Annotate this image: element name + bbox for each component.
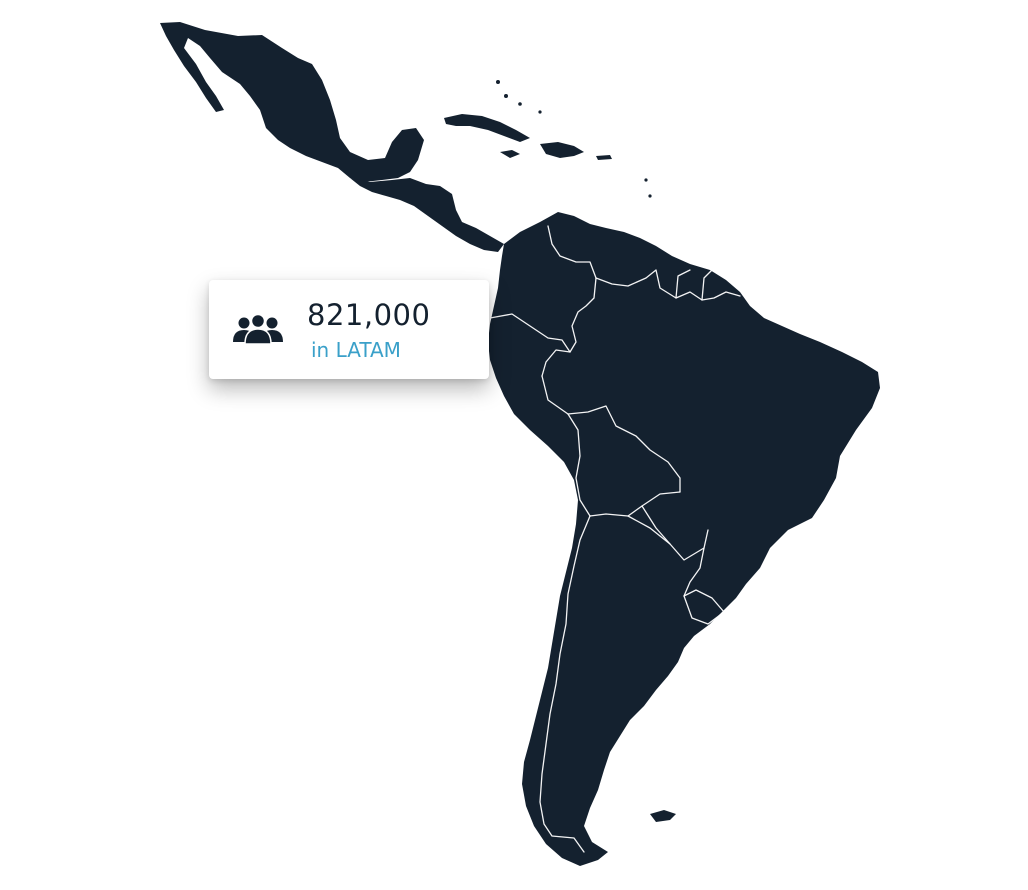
stat-label: in LATAM <box>311 338 401 362</box>
jamaica-island <box>500 150 520 158</box>
south-america-region <box>488 212 880 866</box>
hispaniola-island <box>540 142 584 158</box>
country-borders <box>489 225 741 853</box>
mexico-region <box>160 22 424 182</box>
puerto-rico-island <box>596 155 612 160</box>
falklands-island <box>650 810 676 822</box>
people-group-icon <box>233 313 283 345</box>
central-america-region <box>350 178 504 252</box>
stat-count: 821,000 <box>307 298 431 332</box>
stat-card: 821,000 in LATAM <box>209 280 489 379</box>
cuba-island <box>444 114 530 142</box>
